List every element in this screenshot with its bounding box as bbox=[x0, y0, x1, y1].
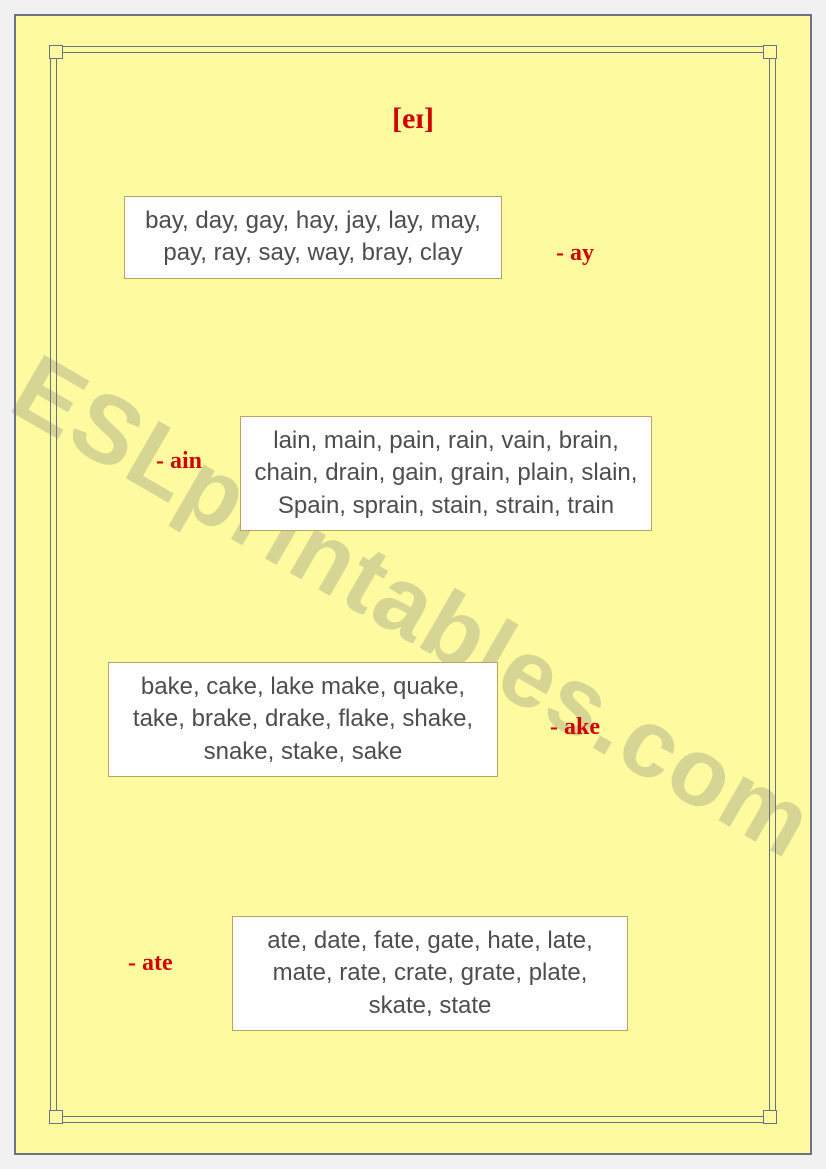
word-box-ay: bay, day, gay, hay, jay, lay, may, pay, … bbox=[124, 196, 502, 279]
page-title: [eɪ] bbox=[16, 102, 810, 136]
word-box-ate: ate, date, fate, gate, hate, late, mate,… bbox=[232, 916, 628, 1031]
corner-decoration bbox=[763, 1110, 777, 1124]
corner-decoration bbox=[763, 45, 777, 59]
pattern-label-ay: - ay bbox=[556, 240, 594, 267]
pattern-label-ain: - ain bbox=[156, 448, 202, 475]
corner-decoration bbox=[49, 1110, 63, 1124]
pattern-label-ate: - ate bbox=[128, 950, 173, 977]
pattern-label-ake: - ake bbox=[550, 714, 600, 741]
worksheet-page: [eɪ] ESLprintables.com bay, day, gay, ha… bbox=[14, 14, 812, 1155]
word-box-ake: bake, cake, lake make, quake, take, brak… bbox=[108, 662, 498, 777]
corner-decoration bbox=[49, 45, 63, 59]
word-box-ain: lain, main, pain, rain, vain, brain, cha… bbox=[240, 416, 652, 531]
